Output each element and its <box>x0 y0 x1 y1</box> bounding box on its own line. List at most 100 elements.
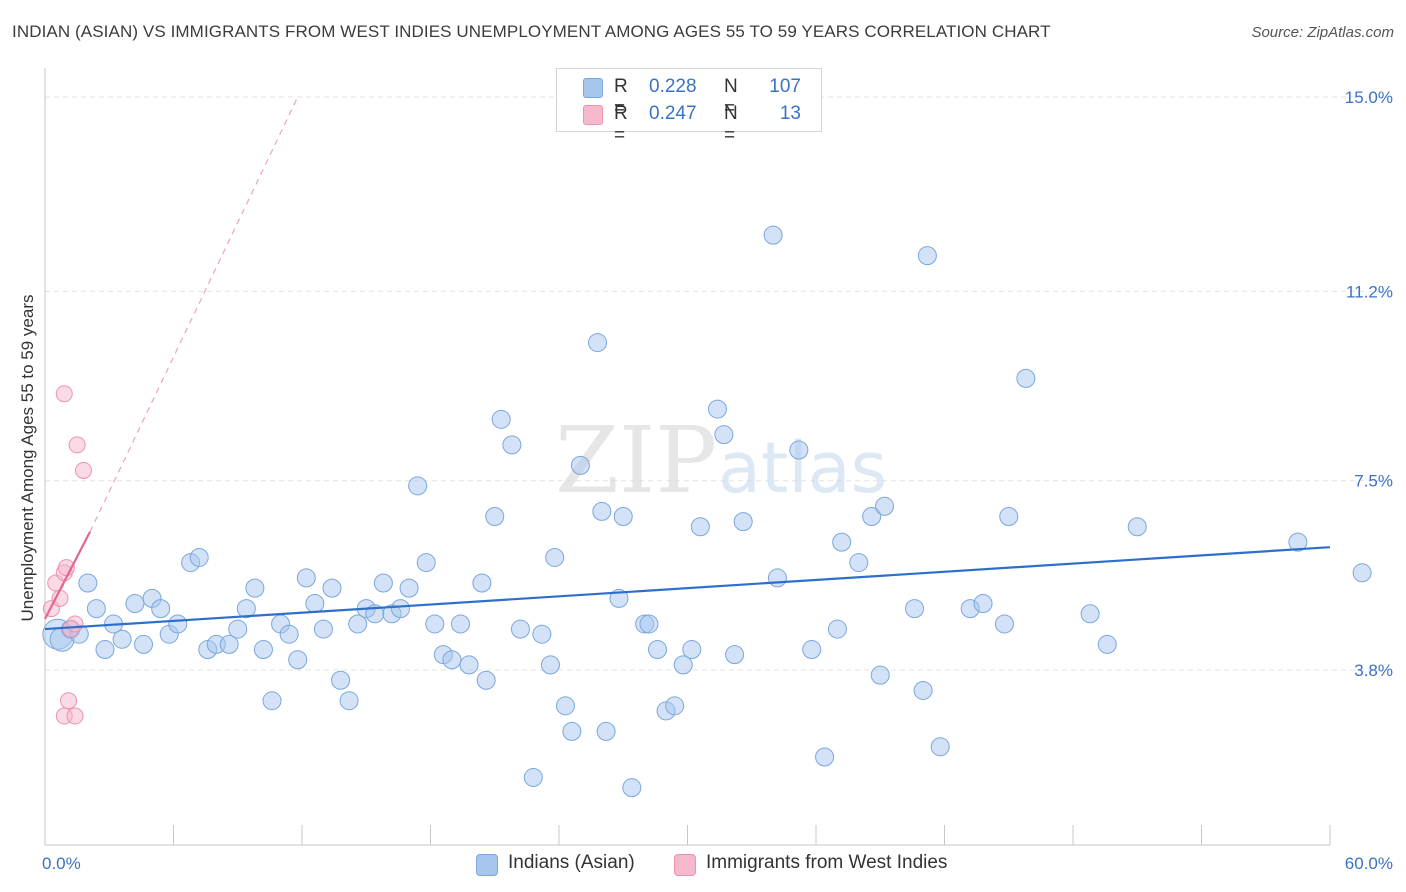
legend-n-value-west-indies: 13 <box>779 103 801 124</box>
data-point-indians <box>994 614 1014 634</box>
data-point-indians <box>399 578 419 598</box>
y-tick-label: 3.8% <box>1354 661 1393 680</box>
data-point-indians <box>339 691 359 711</box>
x-tick-label: 60.0% <box>1345 854 1393 873</box>
data-point-indians <box>305 593 325 613</box>
data-point-indians <box>673 655 693 675</box>
data-point-indians <box>288 650 308 670</box>
data-point-indians <box>168 614 188 634</box>
data-point-indians <box>973 593 993 613</box>
data-point-indians <box>905 599 925 619</box>
data-point-west-indies <box>75 461 93 479</box>
y-tick-label: 11.2% <box>1346 282 1393 301</box>
legend-n-label: N = <box>724 103 738 146</box>
trend-line-west-indies <box>44 531 91 620</box>
data-point-indians <box>545 547 565 567</box>
data-point-indians <box>540 655 560 675</box>
trend-line-indians <box>44 546 1331 631</box>
source-label: Source: ZipAtlas.com <box>1251 24 1394 41</box>
data-point-indians <box>408 476 428 496</box>
data-point-indians <box>245 578 265 598</box>
data-point-indians <box>875 496 895 516</box>
data-point-indians <box>570 455 590 475</box>
data-point-indians <box>815 747 835 767</box>
data-point-indians <box>1016 368 1036 388</box>
data-point-indians <box>125 593 145 613</box>
y-tick-label: 15.0% <box>1345 88 1393 107</box>
data-point-west-indies <box>55 385 73 403</box>
data-point-indians <box>622 778 642 798</box>
data-point-indians <box>532 624 552 644</box>
data-point-indians <box>1127 517 1147 537</box>
watermark-atlas: atlas <box>718 427 887 509</box>
data-point-indians <box>999 507 1019 527</box>
data-point-indians <box>78 573 98 593</box>
data-point-indians <box>733 512 753 532</box>
data-point-indians <box>682 640 702 660</box>
data-point-west-indies <box>68 436 86 454</box>
correlation-legend: R = 0.228 N = 107 R = 0.247 N = 13 <box>556 68 822 146</box>
data-point-indians <box>416 553 436 573</box>
data-point-indians <box>279 624 299 644</box>
legend-r-label: R = <box>614 76 628 119</box>
data-point-indians <box>236 599 256 619</box>
bottom-legend-label-west-indies: Immigrants from West Indies <box>706 852 948 873</box>
data-point-indians <box>86 599 106 619</box>
chart-title: INDIAN (ASIAN) VS IMMIGRANTS FROM WEST I… <box>12 22 1051 41</box>
data-point-indians <box>725 645 745 665</box>
grid-lines <box>45 96 1390 671</box>
data-point-indians <box>442 650 462 670</box>
data-point-indians <box>112 629 132 649</box>
data-point-west-indies <box>60 692 78 710</box>
data-point-indians <box>425 614 445 634</box>
y-tick-label: 7.5% <box>1354 472 1393 491</box>
axes <box>44 68 1331 846</box>
data-point-indians <box>313 619 333 639</box>
data-point-indians <box>648 640 668 660</box>
data-point-indians <box>95 640 115 660</box>
data-point-indians <box>665 696 685 716</box>
data-point-indians <box>832 532 852 552</box>
data-point-indians <box>219 634 239 654</box>
data-point-indians <box>391 599 411 619</box>
legend-swatch-west-indies <box>583 105 603 125</box>
data-point-indians <box>485 507 505 527</box>
data-point-indians <box>862 507 882 527</box>
data-point-indians <box>588 333 608 353</box>
data-point-indians <box>849 553 869 573</box>
trend-line-west-indies-extrapolated <box>89 96 299 533</box>
data-point-indians <box>228 619 248 639</box>
data-point-indians <box>523 767 543 787</box>
data-point-indians <box>502 435 522 455</box>
data-point-west-indies <box>66 707 84 725</box>
data-point-indians <box>930 737 950 757</box>
data-point-indians <box>913 680 933 700</box>
data-point-indians <box>1080 604 1100 624</box>
data-point-indians <box>1097 634 1117 654</box>
data-point-indians <box>510 619 530 639</box>
data-point-indians <box>789 440 809 460</box>
data-point-indians <box>262 691 282 711</box>
data-point-indians <box>555 696 575 716</box>
data-point-indians <box>322 578 342 598</box>
data-point-indians <box>151 599 171 619</box>
bottom-legend-swatch-west-indies <box>674 854 696 876</box>
data-point-indians <box>296 568 316 588</box>
data-point-indians <box>870 665 890 685</box>
data-point-west-indies <box>66 615 84 633</box>
data-point-indians <box>827 619 847 639</box>
bottom-legend-swatch-indians <box>476 854 498 876</box>
data-point-indians <box>253 640 273 660</box>
data-point-indians <box>134 634 154 654</box>
trend-lines <box>44 96 1331 631</box>
legend-n-label: N = <box>724 76 738 119</box>
data-point-indians <box>189 547 209 567</box>
series-west-indies-points <box>42 385 93 725</box>
data-point-indians <box>1288 532 1308 552</box>
legend-r-value-indians: 0.228 <box>649 76 697 97</box>
data-point-indians <box>1352 563 1372 583</box>
watermark: ZIP atlas <box>555 407 887 514</box>
data-point-indians <box>450 614 470 634</box>
data-point-indians <box>613 507 633 527</box>
data-point-indians <box>348 614 368 634</box>
